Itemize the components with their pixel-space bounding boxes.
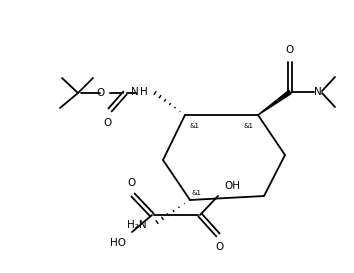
Text: OH: OH	[224, 181, 240, 191]
Text: N: N	[314, 87, 322, 97]
Text: O: O	[286, 45, 294, 55]
Text: HO: HO	[110, 238, 126, 248]
Text: &1: &1	[192, 190, 202, 196]
Text: H₂N: H₂N	[127, 220, 147, 230]
Text: O: O	[216, 242, 224, 252]
Text: H: H	[140, 87, 148, 97]
Text: &1: &1	[190, 123, 200, 129]
Polygon shape	[258, 90, 291, 115]
Text: O: O	[97, 88, 105, 98]
Text: O: O	[103, 118, 111, 128]
Text: N: N	[131, 87, 139, 97]
Text: O: O	[127, 178, 135, 188]
Text: &1: &1	[243, 123, 253, 129]
